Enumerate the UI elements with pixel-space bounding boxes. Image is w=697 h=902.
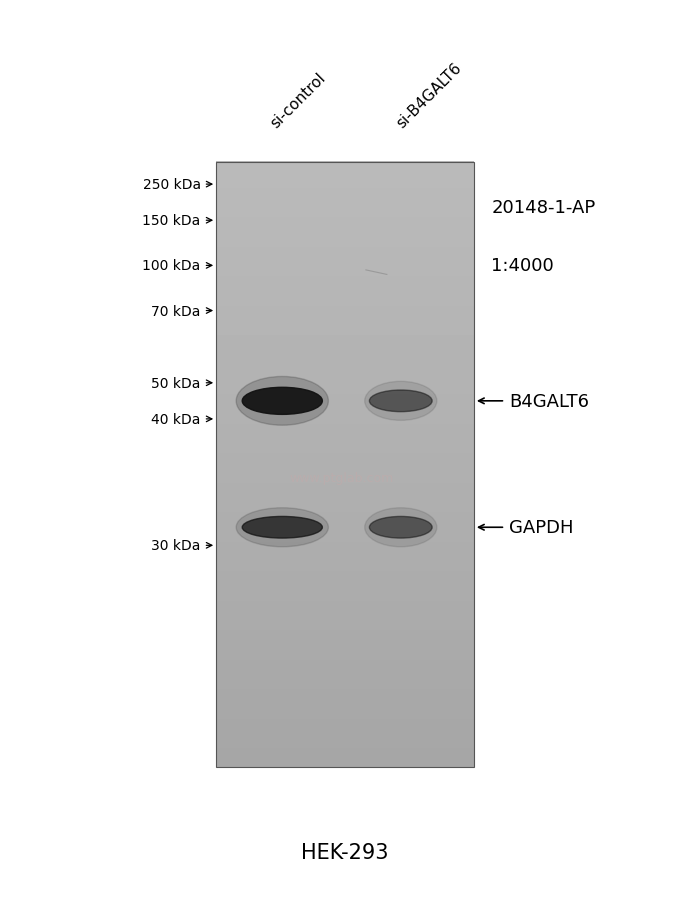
Ellipse shape (365, 382, 437, 421)
Text: HEK-293: HEK-293 (301, 842, 389, 862)
Text: 40 kDa: 40 kDa (151, 412, 201, 427)
Text: 250 kDa: 250 kDa (143, 178, 201, 192)
Text: 150 kDa: 150 kDa (142, 214, 201, 228)
Text: 20148-1-AP: 20148-1-AP (491, 198, 596, 216)
Text: GAPDH: GAPDH (509, 519, 574, 537)
Ellipse shape (236, 377, 328, 426)
Text: 100 kDa: 100 kDa (142, 259, 201, 273)
Ellipse shape (369, 391, 432, 412)
Text: 50 kDa: 50 kDa (151, 376, 201, 391)
Text: B4GALT6: B4GALT6 (509, 392, 589, 410)
Text: si-B4GALT6: si-B4GALT6 (394, 60, 464, 131)
Ellipse shape (365, 508, 437, 548)
Text: www.ptglab.com: www.ptglab.com (289, 472, 394, 484)
Text: 70 kDa: 70 kDa (151, 304, 201, 318)
Bar (216, 162, 474, 767)
Ellipse shape (243, 388, 322, 415)
Text: si-control: si-control (268, 70, 329, 131)
Ellipse shape (369, 517, 432, 538)
Text: 1:4000: 1:4000 (491, 257, 554, 275)
Ellipse shape (236, 508, 328, 548)
Text: 30 kDa: 30 kDa (151, 538, 201, 553)
Ellipse shape (243, 517, 322, 538)
